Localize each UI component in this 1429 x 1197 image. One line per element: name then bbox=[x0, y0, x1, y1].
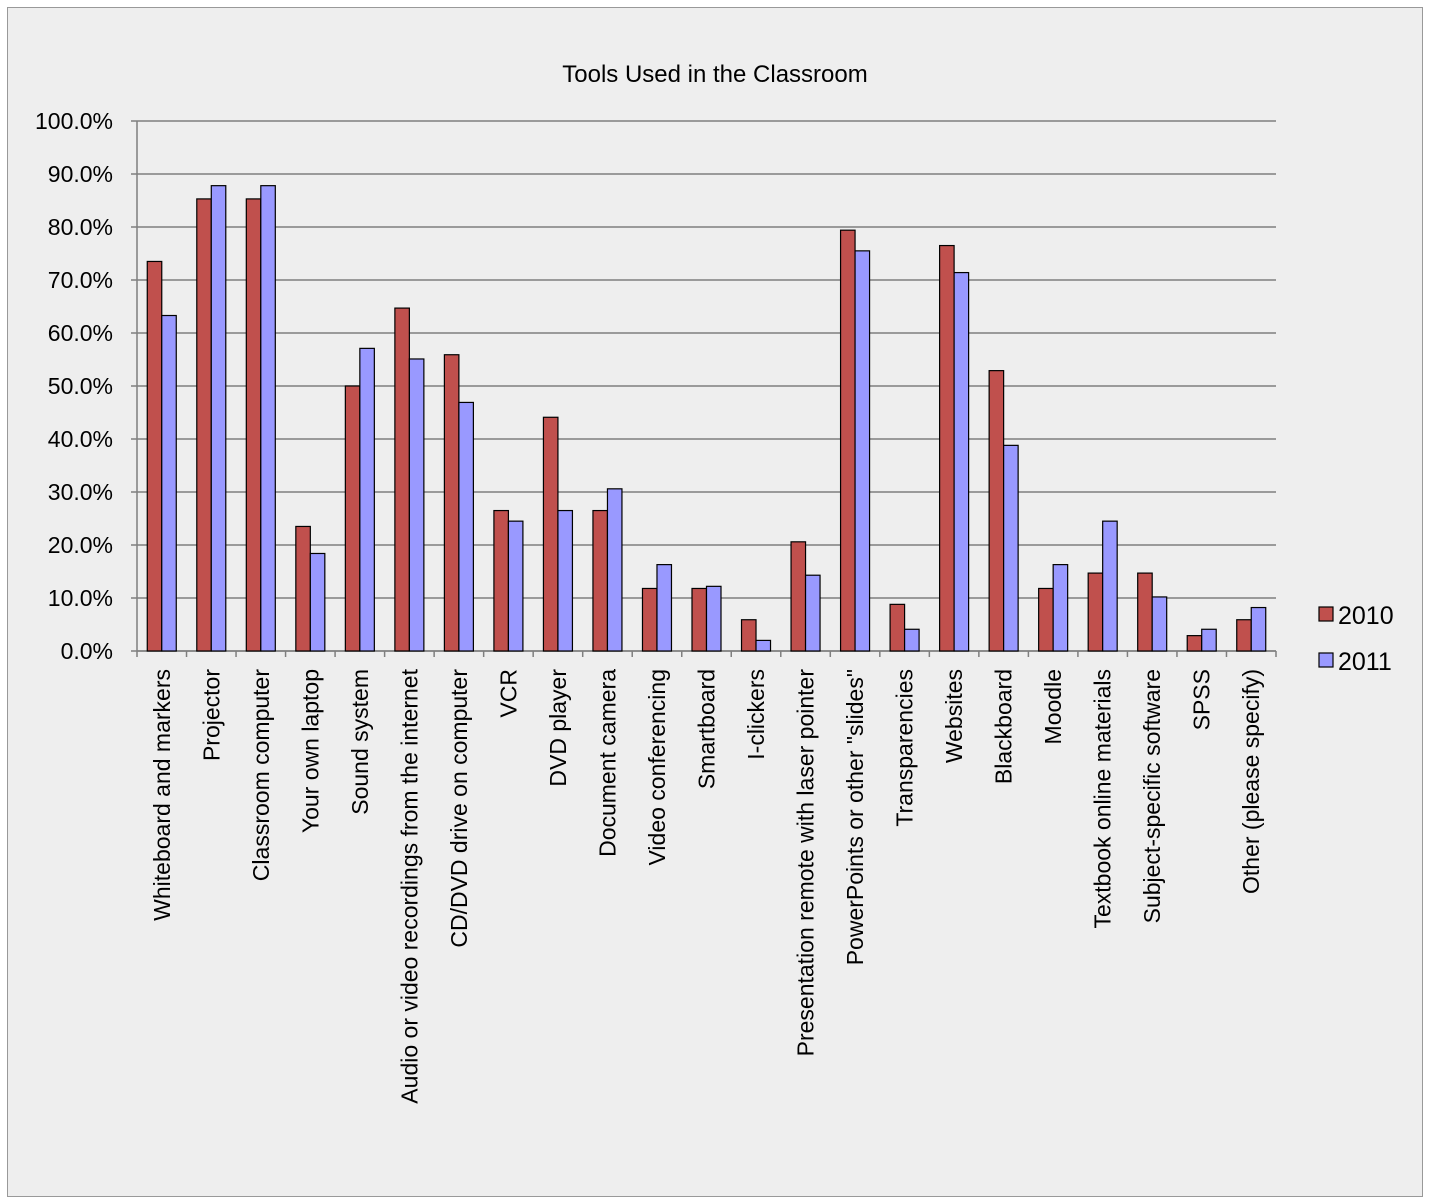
x-category-label: Smartboard bbox=[694, 669, 720, 789]
y-tick-label: 100.0% bbox=[35, 108, 113, 134]
bar-2011-19 bbox=[1103, 521, 1118, 651]
bar-2010-21 bbox=[1187, 636, 1202, 651]
bar-2010-10 bbox=[642, 588, 657, 651]
legend-swatch-2010 bbox=[1319, 607, 1333, 621]
bar-2011-13 bbox=[806, 575, 821, 651]
bar-2010-1 bbox=[197, 199, 212, 651]
y-tick-label: 90.0% bbox=[48, 161, 113, 187]
x-category-label: Transparencies bbox=[892, 669, 918, 827]
legend-label-2010: 2010 bbox=[1338, 602, 1394, 630]
bar-2011-4 bbox=[360, 348, 375, 651]
y-tick-label: 80.0% bbox=[48, 214, 113, 240]
bar-2010-2 bbox=[246, 199, 261, 651]
chart-title: Tools Used in the Classroom bbox=[562, 61, 867, 88]
bar-2011-3 bbox=[310, 553, 325, 651]
y-tick-label: 10.0% bbox=[48, 585, 113, 611]
bar-2010-8 bbox=[543, 417, 558, 651]
x-category-label: Whiteboard and markers bbox=[149, 669, 175, 921]
y-tick-label: 20.0% bbox=[48, 532, 113, 558]
legend: 2010 2011 bbox=[1319, 602, 1394, 676]
x-category-label: PowerPoints or other "slides" bbox=[842, 669, 868, 965]
x-category-label: Video conferencing bbox=[644, 669, 670, 866]
x-category-label: DVD player bbox=[545, 669, 571, 787]
bar-2010-9 bbox=[593, 511, 608, 651]
bar-2010-13 bbox=[791, 542, 806, 651]
bar-2010-18 bbox=[1039, 588, 1054, 651]
x-category-label: Audio or video recordings from the inter… bbox=[396, 668, 422, 1103]
bar-2011-7 bbox=[508, 521, 523, 651]
bar-2010-14 bbox=[841, 230, 856, 651]
x-category-label: SPSS bbox=[1189, 669, 1215, 730]
x-category-label: Document camera bbox=[594, 669, 620, 857]
bar-2011-17 bbox=[1004, 445, 1019, 651]
x-category-label: Blackboard bbox=[991, 669, 1017, 784]
bar-2011-9 bbox=[607, 489, 622, 651]
bar-2011-2 bbox=[261, 186, 276, 651]
bar-2011-5 bbox=[409, 359, 424, 651]
bar-2011-12 bbox=[756, 640, 771, 651]
bar-2010-3 bbox=[296, 526, 311, 651]
bar-2011-6 bbox=[459, 402, 474, 651]
bar-2010-12 bbox=[742, 620, 757, 651]
bar-2010-19 bbox=[1088, 573, 1103, 651]
x-category-label: CD/DVD drive on computer bbox=[446, 669, 472, 948]
bar-2010-6 bbox=[444, 355, 459, 651]
y-tick-label: 0.0% bbox=[61, 638, 113, 664]
bar-2010-20 bbox=[1138, 573, 1153, 651]
legend-swatch-2011 bbox=[1319, 653, 1333, 667]
bar-2011-20 bbox=[1152, 597, 1167, 651]
x-category-label: Your own laptop bbox=[297, 669, 323, 833]
bar-2011-22 bbox=[1251, 608, 1266, 651]
x-category-label: Subject-specific software bbox=[1139, 669, 1165, 923]
y-tick-label: 40.0% bbox=[48, 426, 113, 452]
bar-2010-22 bbox=[1237, 620, 1252, 651]
y-tick-label: 60.0% bbox=[48, 320, 113, 346]
x-category-label: VCR bbox=[495, 669, 521, 718]
x-category-label: Presentation remote with laser pointer bbox=[793, 669, 819, 1057]
y-axis-ticks: 0.0% 10.0% 20.0% 30.0% 40.0% 50.0% 60.0% 70.0% 8… bbox=[35, 108, 113, 664]
bar-2011-18 bbox=[1053, 565, 1068, 651]
bar-2011-1 bbox=[211, 186, 226, 651]
x-category-label: Projector bbox=[198, 669, 224, 761]
bar-2010-4 bbox=[345, 386, 360, 651]
bar-2010-7 bbox=[494, 511, 509, 651]
bar-2011-15 bbox=[905, 629, 920, 651]
x-category-label: Classroom computer bbox=[248, 669, 274, 882]
bar-2011-14 bbox=[855, 251, 870, 651]
bar-2011-11 bbox=[707, 586, 722, 651]
x-category-label: Websites bbox=[941, 669, 967, 763]
bar-2010-5 bbox=[395, 308, 410, 651]
bar-2010-0 bbox=[147, 261, 162, 651]
y-tick-label: 30.0% bbox=[48, 479, 113, 505]
bar-2010-11 bbox=[692, 588, 707, 651]
bar-2011-8 bbox=[558, 511, 573, 651]
x-category-label: I-clickers bbox=[743, 669, 769, 760]
bar-2011-10 bbox=[657, 565, 672, 651]
x-category-label: Sound system bbox=[347, 669, 373, 815]
x-category-label: Moodle bbox=[1040, 669, 1066, 744]
legend-label-2011: 2011 bbox=[1338, 648, 1392, 676]
y-tick-label: 70.0% bbox=[48, 267, 113, 293]
bar-2010-16 bbox=[940, 246, 955, 651]
bar-2011-16 bbox=[954, 273, 969, 651]
x-axis-labels: Whiteboard and markers Projector Classroom… bbox=[149, 668, 1264, 1103]
x-category-label: Other (please specify) bbox=[1238, 669, 1264, 894]
x-category-label: Textbook online materials bbox=[1090, 669, 1116, 929]
bar-2010-15 bbox=[890, 604, 905, 651]
bars bbox=[147, 186, 1265, 651]
bar-2010-17 bbox=[989, 371, 1004, 651]
y-tick-label: 50.0% bbox=[48, 373, 113, 399]
bar-2011-0 bbox=[162, 316, 177, 651]
bar-2011-21 bbox=[1202, 629, 1217, 651]
